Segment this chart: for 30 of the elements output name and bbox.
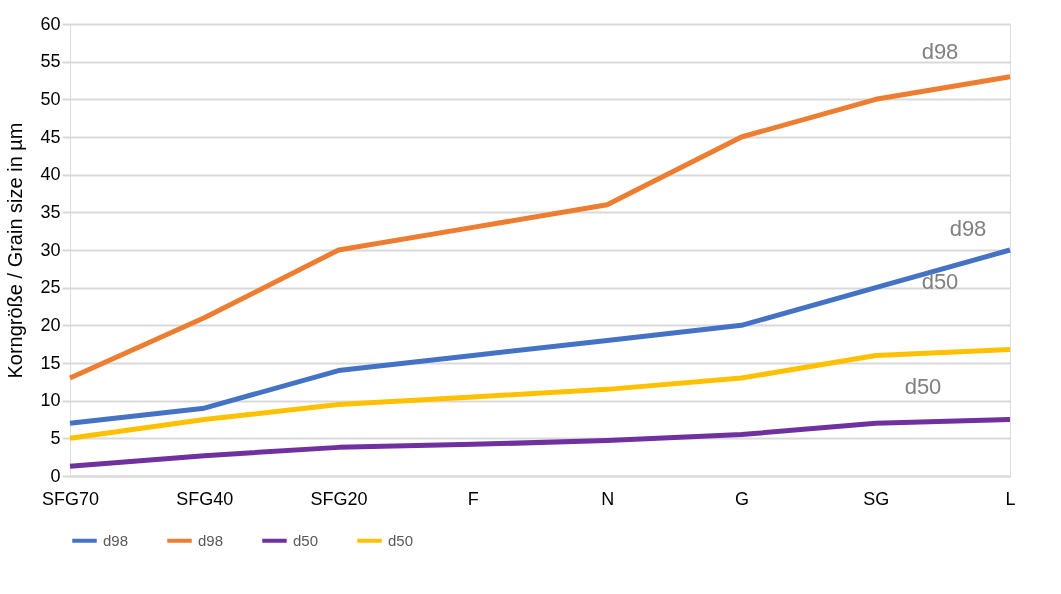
annotation: d50 xyxy=(921,269,959,294)
x-tick-label: N xyxy=(601,488,615,509)
x-tick-label: G xyxy=(734,488,749,509)
y-tick-label: 25 xyxy=(40,277,61,298)
y-tick-label: 15 xyxy=(40,352,61,373)
y-tick-label: 30 xyxy=(40,239,61,260)
y-tick-label: 20 xyxy=(40,314,61,335)
legend-label: d50 xyxy=(293,531,319,549)
x-tick-label: SFG20 xyxy=(310,488,368,509)
y-tick-label: 40 xyxy=(40,164,61,185)
annotation: d50 xyxy=(904,374,942,399)
y-tick-label: 55 xyxy=(40,51,61,72)
y-tick-label: 50 xyxy=(40,88,61,109)
y-tick-label: 45 xyxy=(40,126,61,147)
legend-label: d98 xyxy=(103,531,129,549)
annotation: d98 xyxy=(949,216,987,241)
legend-label: d50 xyxy=(388,531,414,549)
y-tick-label: 60 xyxy=(40,13,61,34)
annotation: d98 xyxy=(921,39,959,64)
x-tick-label: SFG70 xyxy=(41,488,100,509)
x-tick-label: SFG40 xyxy=(176,488,234,509)
x-tick-label: L xyxy=(1005,488,1016,509)
y-tick-label: 0 xyxy=(50,465,61,486)
y-tick-label: 35 xyxy=(40,201,61,222)
legend-label: d98 xyxy=(198,531,224,549)
x-tick-label: SG xyxy=(863,488,890,509)
y-tick-label: 10 xyxy=(40,390,61,411)
y-tick-label: 5 xyxy=(50,427,61,448)
x-tick-label: F xyxy=(467,488,479,509)
y-axis-title: Korngröße / Grain size in µm xyxy=(4,122,27,379)
